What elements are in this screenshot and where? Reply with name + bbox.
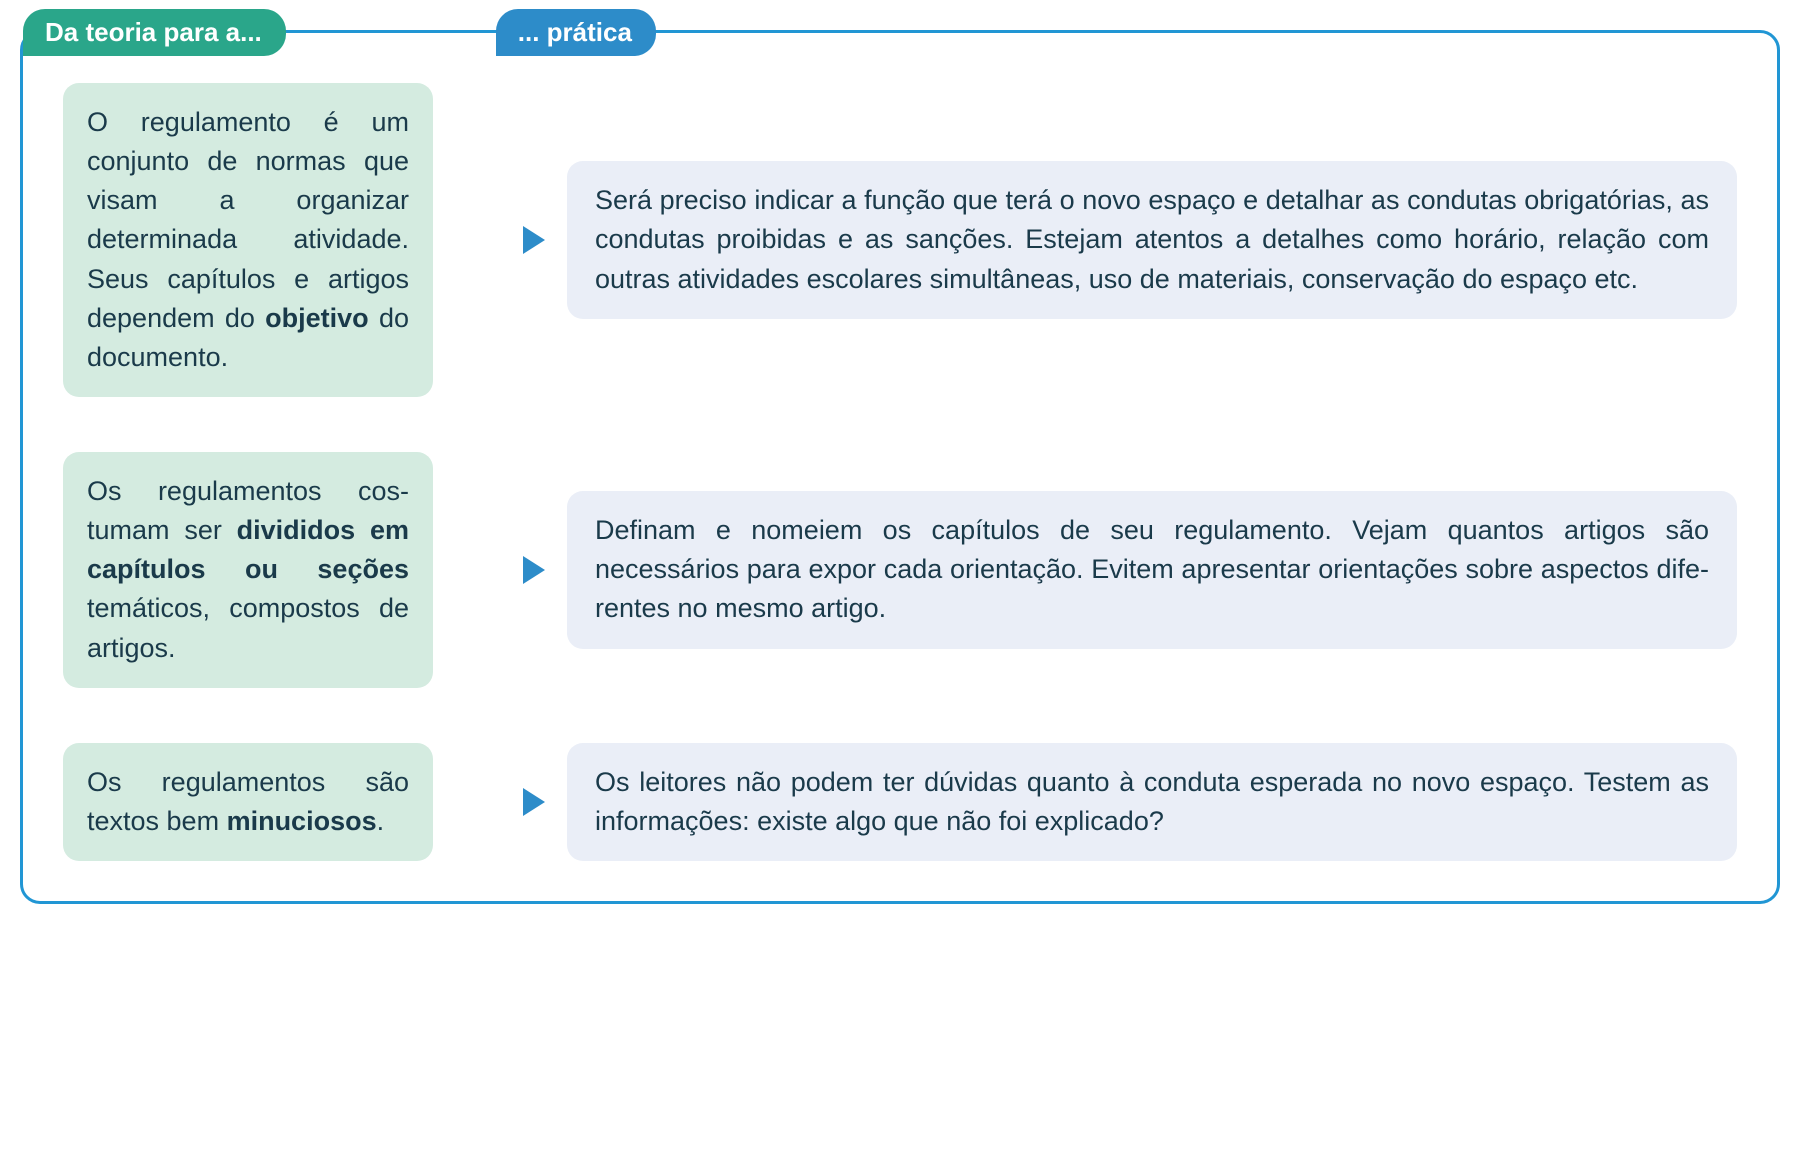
theory-box-1: O regulamento é um conjunto de normas qu… [63,83,433,397]
row-2: Os regulamentos cos­tumam ser divididos … [63,452,1737,688]
row-1: O regulamento é um conjunto de normas qu… [63,83,1737,397]
practice-box-2: Definam e nomeiem os capítulos de seu re… [567,491,1737,648]
practice-box-3: Os leitores não podem ter dúvidas quanto… [567,743,1737,861]
arrow-icon [455,792,545,812]
tab-theory: Da teoria para a... [23,9,286,56]
practice-box-1: Será preciso indicar a função que terá o… [567,161,1737,318]
tab-practice: ... prática [496,9,656,56]
header-tabs: Da teoria para a... ... prática [23,9,656,56]
theory-box-3: Os regulamentos são textos bem minucio­s… [63,743,433,861]
row-3: Os regulamentos são textos bem minucio­s… [63,743,1737,861]
theory-box-2: Os regulamentos cos­tumam ser divididos … [63,452,433,688]
diagram-frame: Da teoria para a... ... prática O regula… [20,30,1780,904]
arrow-icon [455,560,545,580]
arrow-icon [455,230,545,250]
